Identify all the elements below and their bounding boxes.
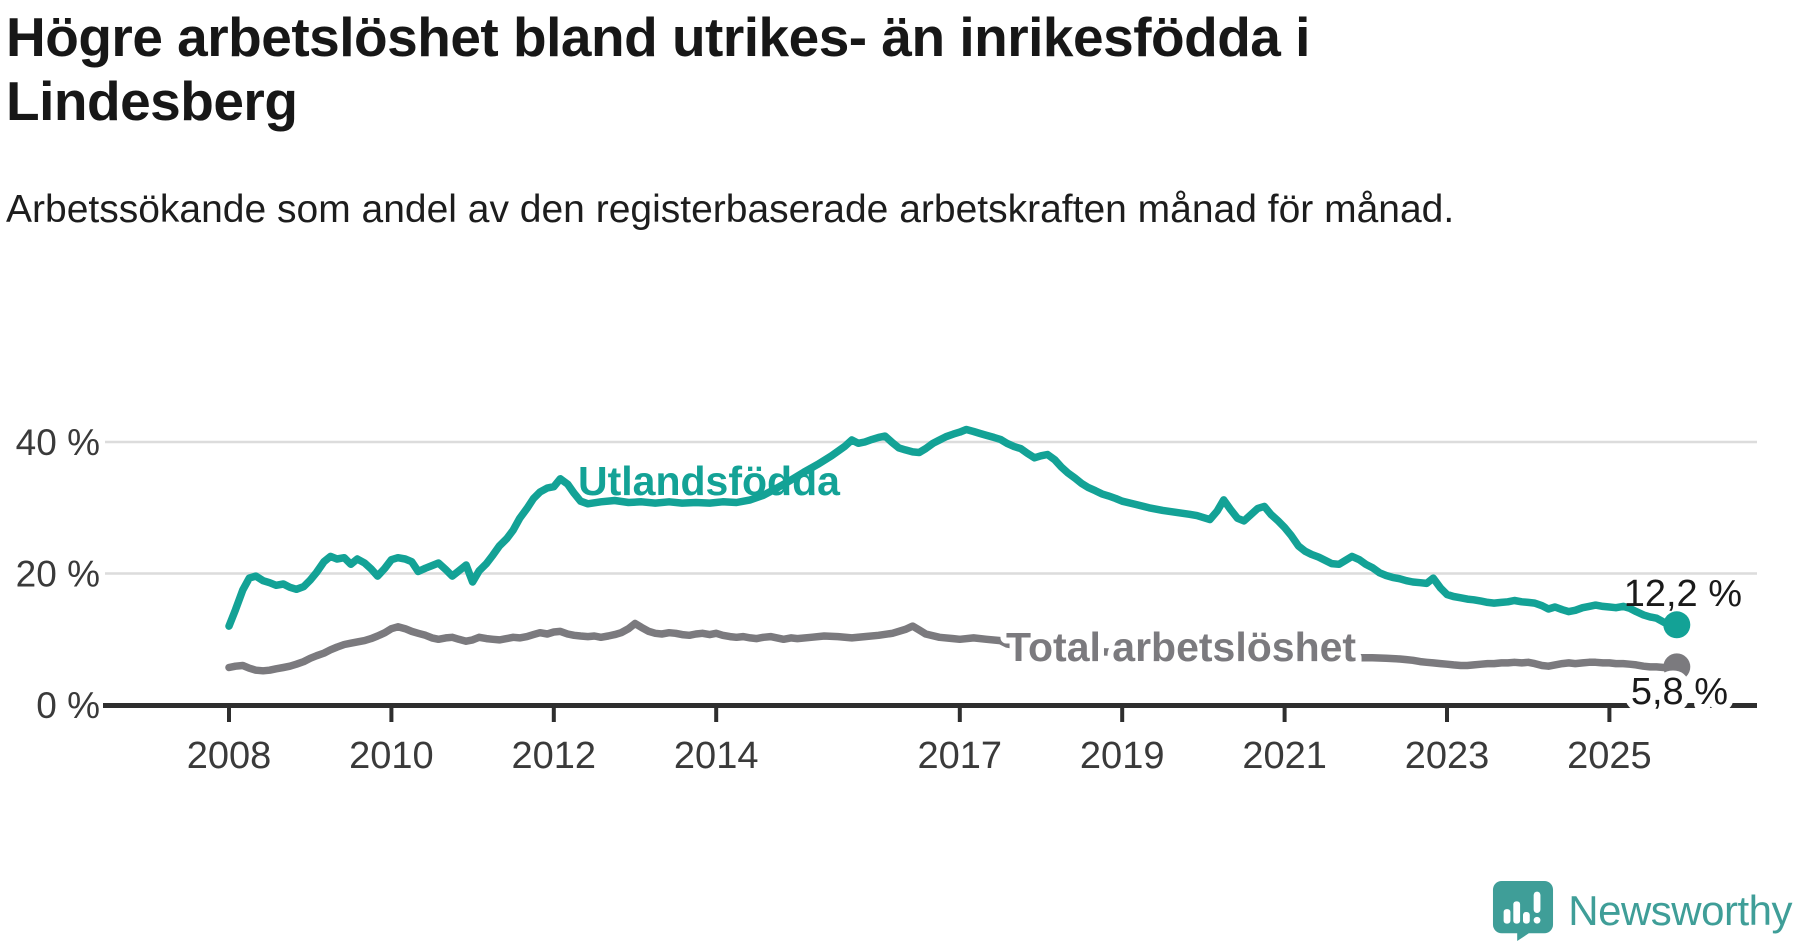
x-axis-line <box>103 703 1757 708</box>
x-tick-label-2010: 2010 <box>349 735 434 777</box>
x-tick-label-2014: 2014 <box>674 735 759 777</box>
logo-bar-2 <box>1513 901 1521 924</box>
x-tick-label-2008: 2008 <box>187 735 272 777</box>
series-line-utlandsfodda <box>225 425 1681 630</box>
y-tick-label-0: 0 % <box>36 685 100 726</box>
x-tick-label-2017: 2017 <box>918 735 1003 777</box>
x-tick-label-2012: 2012 <box>512 735 597 777</box>
newsworthy-logo: Newsworthy <box>1492 880 1792 942</box>
logo-exclamation-dot <box>1533 916 1541 924</box>
series-endpoint-total <box>1663 653 1691 681</box>
x-tick-2008 <box>227 706 231 722</box>
series-line-total <box>225 619 1681 675</box>
x-tick-2025 <box>1607 706 1612 722</box>
chart-title: Högre arbetslöshet bland utrikes- än inr… <box>6 6 1310 132</box>
y-tick-label-40: 40 % <box>16 422 100 463</box>
x-tick-label-2019: 2019 <box>1080 735 1165 777</box>
x-tick-label-2023: 2023 <box>1405 735 1490 777</box>
logo-bar-1 <box>1503 909 1511 924</box>
logo-bar-3 <box>1523 911 1531 924</box>
newsworthy-icon <box>1493 880 1554 942</box>
series-label-total: Total arbetslöshet <box>1006 624 1356 670</box>
series-endpoint-utlandsfodda <box>1663 611 1691 639</box>
x-tick-2017 <box>957 706 962 722</box>
series-label-utlandsfodda: Utlandsfödda <box>578 458 841 504</box>
x-tick-2019 <box>1120 706 1125 722</box>
newsworthy-wordmark: Newsworthy <box>1568 887 1792 934</box>
x-tick-2012 <box>551 706 556 722</box>
value-label-utlandsfodda: 12,2 % <box>1624 573 1742 615</box>
x-tick-2010 <box>389 706 394 722</box>
x-tick-2023 <box>1445 706 1449 722</box>
x-tick-2014 <box>714 706 719 722</box>
chart-subtitle: Arbetssökande som andel av den registerb… <box>6 188 1455 231</box>
x-tick-2021 <box>1282 706 1287 722</box>
logo-exclamation-bar <box>1533 891 1541 913</box>
y-tick-label-20: 20 % <box>16 554 100 595</box>
value-label-total: 5,8 % <box>1631 671 1728 713</box>
x-tick-label-2025: 2025 <box>1567 735 1652 777</box>
x-tick-label-2021: 2021 <box>1242 735 1327 777</box>
